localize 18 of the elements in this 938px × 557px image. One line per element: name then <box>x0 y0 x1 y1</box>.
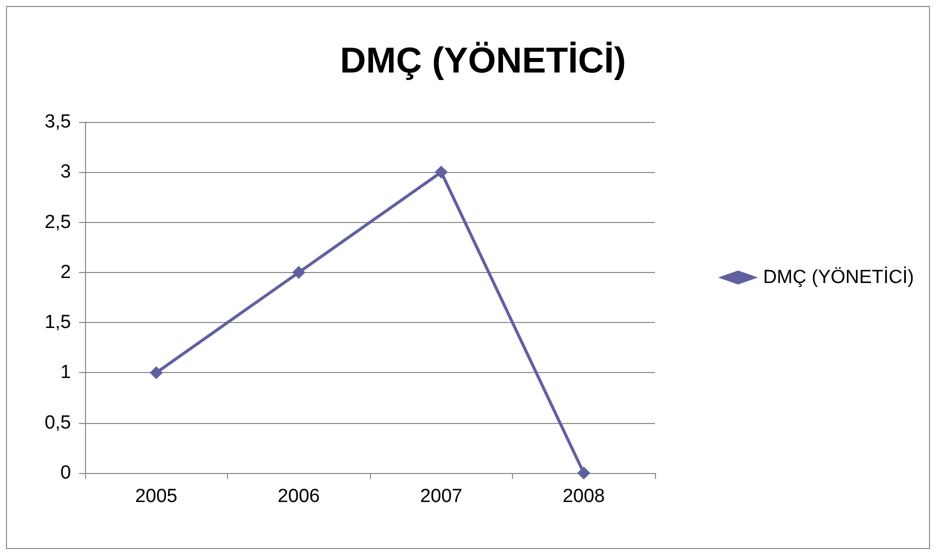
y-tick-label: 2 <box>60 262 71 283</box>
point <box>292 266 306 279</box>
y-tick-label: 3 <box>60 162 71 183</box>
chart-title: DMÇ (YÖNETİCİ) <box>340 40 626 80</box>
x-tick-label: 2006 <box>278 486 320 507</box>
point <box>577 466 590 480</box>
x-tick-label: 2007 <box>420 486 462 507</box>
point <box>150 366 163 380</box>
point <box>434 166 448 179</box>
y-tick-label: 2,5 <box>44 212 71 233</box>
legend-label: DMÇ (YÖNETİCİ) <box>763 266 914 288</box>
y-tick-label: 0 <box>60 462 71 484</box>
y-tick-label: 0,5 <box>44 412 71 434</box>
y-tick-label: 3,5 <box>44 112 71 132</box>
y-tick-label: 1 <box>60 362 71 384</box>
x-tick-label: 2008 <box>562 486 605 507</box>
x-tick-label: 2005 <box>135 486 178 507</box>
y-tick-label: 1,5 <box>44 312 71 334</box>
